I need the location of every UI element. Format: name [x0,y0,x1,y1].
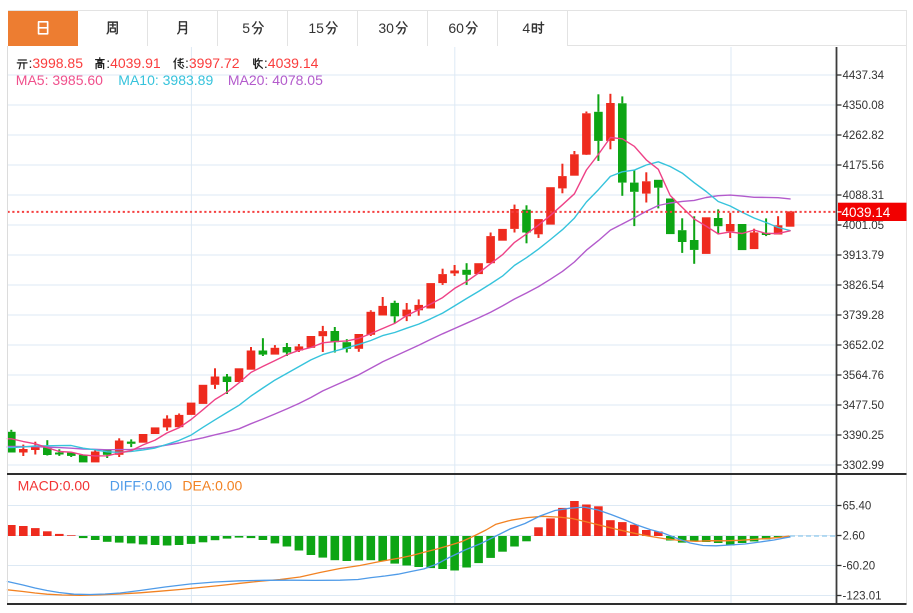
svg-text:MA5: 3985.60: MA5: 3985.60 [16,72,103,88]
svg-text:3739.28: 3739.28 [843,310,885,322]
svg-text:4039.14: 4039.14 [842,205,891,220]
svg-text:5: 5 [242,20,250,36]
svg-text:4175.56: 4175.56 [843,160,885,172]
svg-text::3997.72: :3997.72 [185,55,240,71]
svg-text:4262.82: 4262.82 [843,130,885,142]
svg-text:MACD:0.00: MACD:0.00 [18,478,91,494]
svg-text:3302.99: 3302.99 [843,460,885,472]
svg-text:60: 60 [448,20,464,36]
svg-text:30: 30 [378,20,394,36]
svg-text::3998.85: :3998.85 [29,55,84,71]
svg-text:4437.34: 4437.34 [843,70,885,82]
svg-text:2.60: 2.60 [843,531,865,543]
svg-text:15: 15 [308,20,324,36]
svg-text:4350.08: 4350.08 [843,100,885,112]
svg-text:DEA:0.00: DEA:0.00 [182,478,242,494]
svg-text:MA10: 3983.89: MA10: 3983.89 [118,72,213,88]
svg-text:MA20: 4078.05: MA20: 4078.05 [228,72,323,88]
svg-text:4: 4 [522,20,530,36]
svg-text:4088.31: 4088.31 [843,190,885,202]
svg-text:3913.79: 3913.79 [843,250,885,262]
svg-text:-123.01: -123.01 [843,591,882,603]
svg-text:3826.54: 3826.54 [843,280,885,292]
svg-text:3390.25: 3390.25 [843,430,885,442]
svg-text:3652.02: 3652.02 [843,340,885,352]
svg-text::4039.91: :4039.91 [106,55,161,71]
svg-text:-60.20: -60.20 [843,561,876,573]
svg-text::4039.14: :4039.14 [264,55,319,71]
svg-text:4001.05: 4001.05 [843,220,885,232]
svg-text:3477.50: 3477.50 [843,400,885,412]
svg-text:DIFF:0.00: DIFF:0.00 [110,478,172,494]
svg-text:3564.76: 3564.76 [843,370,885,382]
svg-text:65.40: 65.40 [843,501,872,513]
